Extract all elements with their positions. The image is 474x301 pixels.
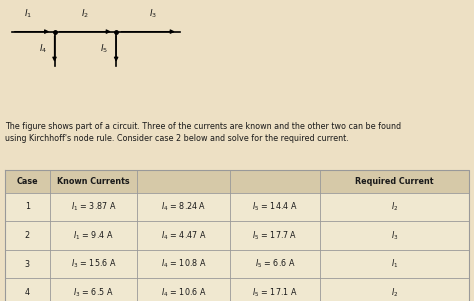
- Text: $I_1$ = 9.4 A: $I_1$ = 9.4 A: [73, 229, 114, 242]
- Text: Required Current: Required Current: [356, 177, 434, 186]
- Text: $I_5$ = 17.7 A: $I_5$ = 17.7 A: [252, 229, 298, 242]
- Text: Known Currents: Known Currents: [57, 177, 130, 186]
- Text: $I_5$ = 14.4 A: $I_5$ = 14.4 A: [252, 201, 298, 213]
- Text: $I_4$ = 8.24 A: $I_4$ = 8.24 A: [161, 201, 206, 213]
- Bar: [5, 170, 469, 193]
- Text: $I_5$ = 6.6 A: $I_5$ = 6.6 A: [255, 258, 295, 270]
- Text: $I_2$: $I_2$: [391, 287, 398, 299]
- Bar: [5, 221, 469, 250]
- Text: The figure shows part of a circuit. Three of the currents are known and the othe: The figure shows part of a circuit. Thre…: [5, 122, 401, 143]
- Text: 1: 1: [25, 203, 30, 211]
- Text: $I_3$ = 15.6 A: $I_3$ = 15.6 A: [71, 258, 117, 270]
- Text: $I_3$: $I_3$: [149, 7, 157, 20]
- Text: 2: 2: [25, 231, 30, 240]
- Text: $I_1$: $I_1$: [391, 258, 398, 270]
- Text: $I_1$ = 3.87 A: $I_1$ = 3.87 A: [71, 201, 116, 213]
- Text: $I_2$: $I_2$: [81, 7, 90, 20]
- Bar: [5, 250, 469, 278]
- Text: $I_4$ = 10.6 A: $I_4$ = 10.6 A: [161, 287, 207, 299]
- Text: $I_4$ = 4.47 A: $I_4$ = 4.47 A: [161, 229, 207, 242]
- Text: $I_4$: $I_4$: [38, 43, 47, 55]
- Text: 4: 4: [25, 288, 30, 297]
- Text: $I_3$: $I_3$: [391, 229, 398, 242]
- Text: $I_4$ = 10.8 A: $I_4$ = 10.8 A: [161, 258, 206, 270]
- Bar: [5, 278, 469, 301]
- Text: $I_5$ = 17.1 A: $I_5$ = 17.1 A: [252, 287, 298, 299]
- Bar: [5, 193, 469, 221]
- Text: $I_2$: $I_2$: [391, 201, 398, 213]
- Text: $I_1$: $I_1$: [24, 7, 33, 20]
- Text: 3: 3: [25, 260, 30, 268]
- Text: Case: Case: [17, 177, 38, 186]
- Text: $I_3$ = 6.5 A: $I_3$ = 6.5 A: [73, 287, 114, 299]
- Text: $I_5$: $I_5$: [100, 43, 109, 55]
